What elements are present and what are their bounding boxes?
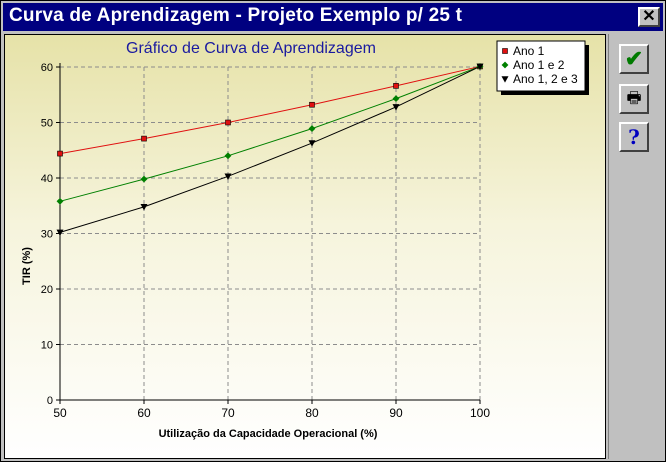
series-2 — [56, 63, 484, 205]
data-point — [392, 95, 400, 103]
series-lines — [56, 63, 484, 237]
x-tick-label: 50 — [53, 406, 67, 420]
y-tick-label: 60 — [41, 62, 53, 74]
legend-label: Ano 1 — [513, 44, 545, 58]
legend-label: Ano 1 e 2 — [513, 58, 565, 72]
y-tick-label: 50 — [41, 118, 53, 130]
x-tick-label: 100 — [470, 406, 490, 420]
data-point — [393, 83, 399, 89]
x-tick-label: 90 — [389, 406, 403, 420]
legend-marker — [502, 48, 508, 54]
legend-label: Ano 1, 2 e 3 — [513, 72, 578, 86]
title-bar[interactable]: Curva de Aprendizagem - Projeto Exemplo … — [3, 3, 663, 31]
data-point — [56, 229, 64, 237]
data-point — [308, 140, 316, 147]
data-point — [308, 125, 316, 133]
legend-item: Ano 1 e 2 — [501, 58, 565, 72]
y-tick-label: 20 — [41, 284, 53, 296]
tick-labels: 50 60 70 80 90 100 0 10 20 30 40 50 60 — [41, 62, 491, 420]
check-icon: ✔ — [624, 46, 644, 71]
legend-box — [496, 40, 586, 92]
series-line — [59, 65, 481, 155]
x-tick-label: 80 — [305, 406, 319, 420]
series-line — [59, 65, 481, 202]
data-point — [140, 175, 148, 183]
print-button[interactable]: 🖶 — [619, 84, 649, 114]
chart-panel: Gráfico de Curva de Aprendizagem 50 60 70 8… — [4, 34, 606, 459]
data-point — [140, 204, 148, 211]
y-tick-label: 40 — [41, 173, 53, 185]
x-axis-label: Utilização da Capacidade Operacional (%) — [159, 428, 378, 440]
legend-item: Ano 1 — [502, 44, 545, 58]
y-tick-label: 10 — [41, 340, 53, 352]
close-icon: ✕ — [642, 8, 656, 25]
x-tick-label: 70 — [221, 406, 235, 420]
printer-icon: 🖶 — [626, 90, 642, 107]
y-tick-label: 0 — [47, 395, 53, 407]
side-toolbar: ✔ 🖶 ? — [608, 34, 663, 459]
series-3 — [56, 63, 484, 237]
series-line — [59, 65, 481, 233]
close-button[interactable]: ✕ — [638, 7, 660, 27]
data-point — [225, 119, 231, 126]
help-button[interactable]: ? — [619, 122, 649, 152]
data-point — [476, 63, 484, 71]
x-tick-label: 60 — [137, 406, 151, 420]
data-point — [141, 135, 147, 142]
y-axis-label: TIR (%) — [21, 247, 33, 285]
ok-button[interactable]: ✔ — [619, 44, 649, 74]
data-point — [224, 152, 232, 160]
data-point — [309, 101, 315, 108]
legend-marker — [501, 61, 509, 69]
legend-item: Ano 1, 2 e 3 — [501, 72, 578, 86]
data-point — [56, 197, 64, 205]
window-title: Curva de Aprendizagem - Projeto Exemplo … — [9, 5, 463, 26]
learning-curve-chart: Gráfico de Curva de Aprendizagem 50 60 70 8… — [21, 40, 589, 440]
help-icon: ? — [628, 125, 640, 149]
legend-marker — [501, 76, 509, 83]
series-1 — [57, 63, 483, 157]
grid-lines — [59, 66, 481, 401]
y-tick-label: 30 — [41, 229, 53, 241]
chart-title: Gráfico de Curva de Aprendizagem — [126, 40, 376, 57]
data-point — [57, 150, 63, 157]
data-point — [392, 104, 400, 111]
data-point — [224, 173, 232, 180]
